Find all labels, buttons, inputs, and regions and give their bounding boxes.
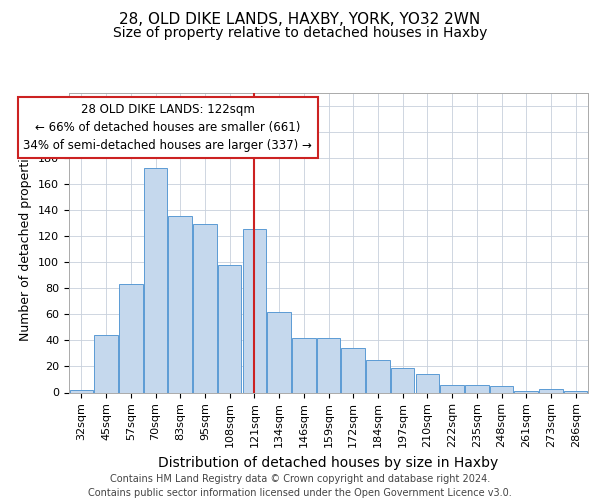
- Bar: [465, 384, 488, 392]
- Bar: [366, 360, 389, 392]
- Bar: [144, 168, 167, 392]
- Text: 28 OLD DIKE LANDS: 122sqm
← 66% of detached houses are smaller (661)
34% of semi: 28 OLD DIKE LANDS: 122sqm ← 66% of detac…: [23, 103, 312, 152]
- Bar: [440, 384, 464, 392]
- Bar: [391, 368, 415, 392]
- Bar: [416, 374, 439, 392]
- Bar: [242, 230, 266, 392]
- Bar: [193, 224, 217, 392]
- Bar: [292, 338, 316, 392]
- Bar: [317, 338, 340, 392]
- Text: Size of property relative to detached houses in Haxby: Size of property relative to detached ho…: [113, 26, 487, 40]
- Y-axis label: Number of detached properties: Number of detached properties: [19, 144, 32, 341]
- Bar: [490, 386, 513, 392]
- Bar: [514, 391, 538, 392]
- Bar: [70, 390, 93, 392]
- Bar: [564, 391, 587, 392]
- Bar: [341, 348, 365, 393]
- Bar: [94, 335, 118, 392]
- Bar: [169, 216, 192, 392]
- Text: Contains HM Land Registry data © Crown copyright and database right 2024.
Contai: Contains HM Land Registry data © Crown c…: [88, 474, 512, 498]
- Text: 28, OLD DIKE LANDS, HAXBY, YORK, YO32 2WN: 28, OLD DIKE LANDS, HAXBY, YORK, YO32 2W…: [119, 12, 481, 28]
- X-axis label: Distribution of detached houses by size in Haxby: Distribution of detached houses by size …: [158, 456, 499, 469]
- Bar: [119, 284, 143, 393]
- Bar: [268, 312, 291, 392]
- Bar: [539, 388, 563, 392]
- Bar: [218, 264, 241, 392]
